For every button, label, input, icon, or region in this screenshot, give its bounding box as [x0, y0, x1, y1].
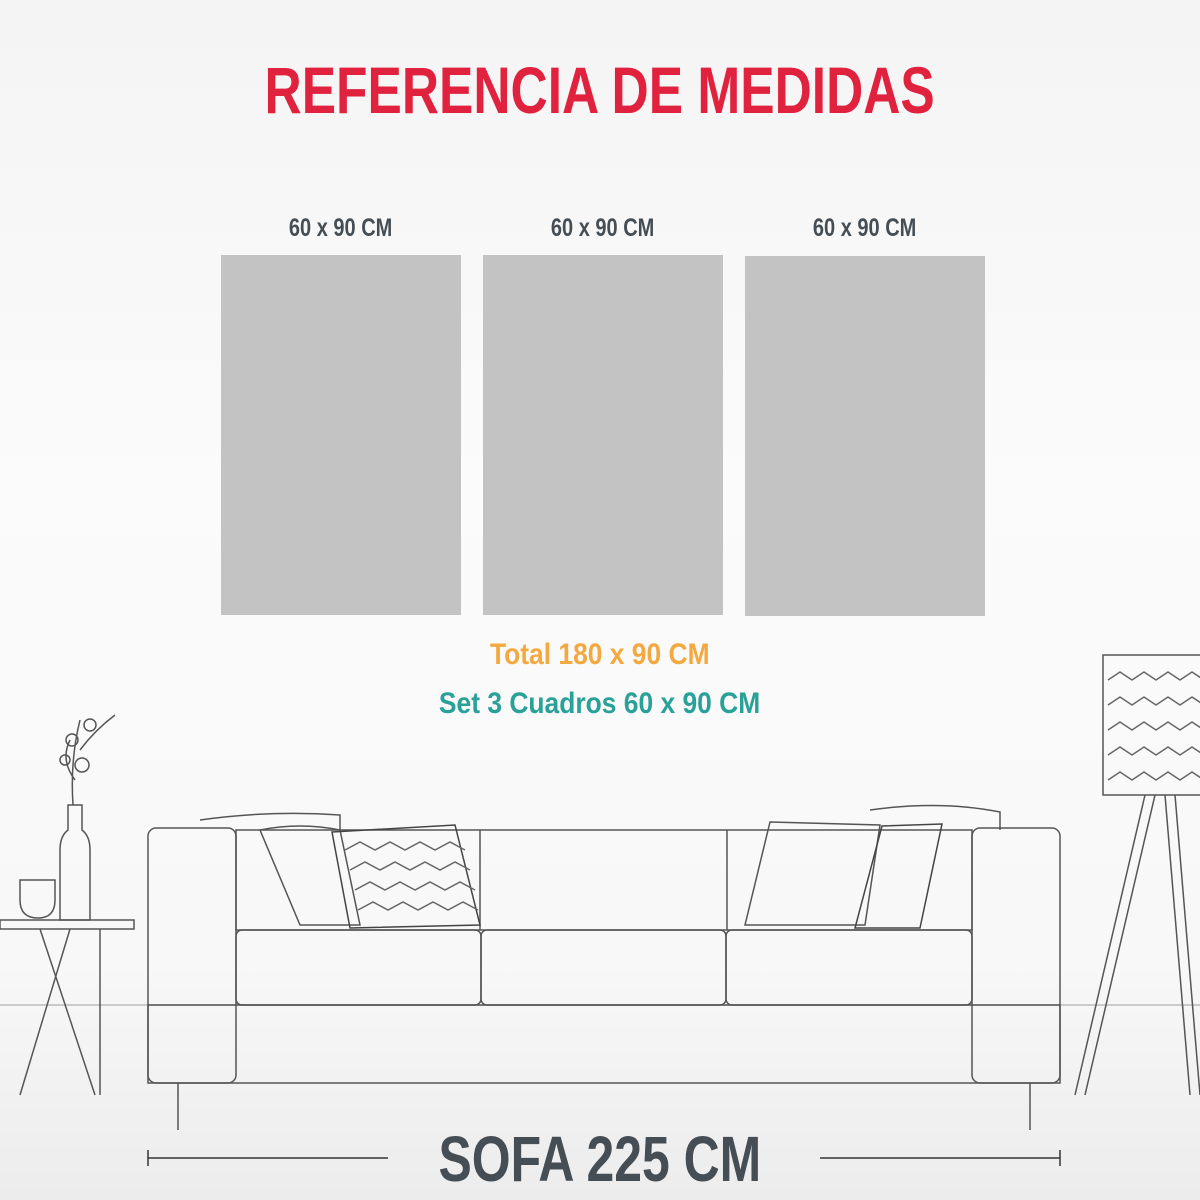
- total-size: Total 180 x 90 CM: [490, 638, 710, 671]
- page-title: REFERENCIA DE MEDIDAS: [264, 53, 936, 127]
- canvas-panel: [483, 255, 723, 615]
- sofa-dimension-line: [147, 1150, 1061, 1166]
- side-table-drawing: [0, 714, 135, 1096]
- panel-label: 60 x 90 CM: [551, 214, 655, 242]
- canvas-panel: [745, 256, 985, 616]
- panel-label: 60 x 90 CM: [289, 214, 393, 242]
- sofa-size-label: SOFA 225 CM: [438, 1123, 762, 1195]
- set-description: Set 3 Cuadros 60 x 90 CM: [439, 687, 761, 720]
- canvas-panel: [221, 255, 461, 615]
- panel-label: 60 x 90 CM: [813, 214, 917, 242]
- sofa-drawing: [147, 804, 1061, 1130]
- floor-lamp-drawing: [1074, 654, 1200, 1096]
